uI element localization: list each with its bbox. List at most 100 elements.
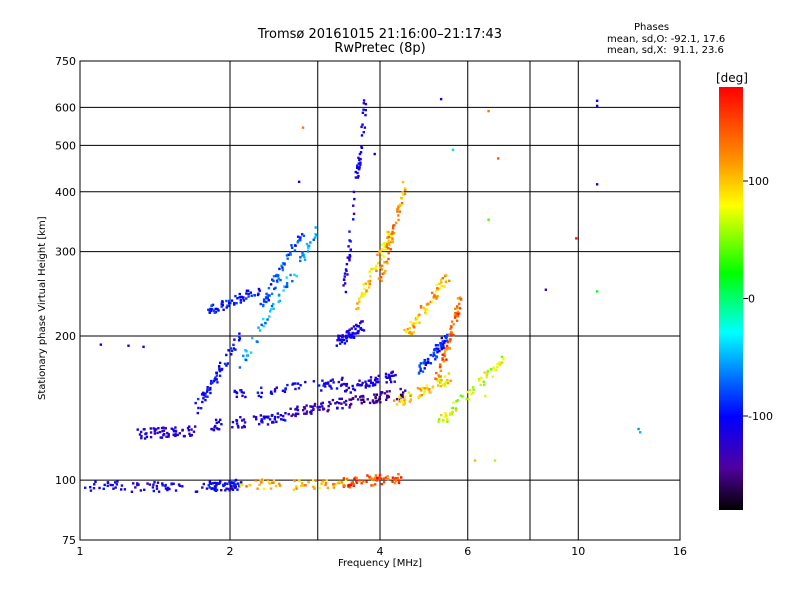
data-point: [396, 210, 399, 213]
data-point: [230, 485, 233, 488]
data-point: [218, 479, 222, 483]
data-point: [359, 395, 362, 399]
data-point: [439, 378, 442, 381]
data-point: [238, 292, 241, 296]
data-point: [395, 397, 399, 401]
data-point: [403, 192, 407, 196]
data-point: [479, 383, 482, 387]
data-point: [190, 428, 193, 431]
data-point: [227, 301, 231, 305]
data-point: [189, 434, 192, 437]
data-point: [356, 302, 359, 305]
data-point: [280, 264, 283, 268]
data-point: [162, 433, 165, 437]
data-point: [336, 406, 339, 410]
data-point: [385, 248, 388, 251]
data-point: [226, 482, 229, 485]
data-point: [500, 361, 504, 364]
data-point: [595, 104, 599, 108]
data-point: [313, 404, 316, 407]
data-point: [443, 354, 446, 358]
data-point: [378, 473, 382, 477]
data-point: [439, 342, 442, 345]
data-point: [258, 329, 262, 332]
data-point: [361, 328, 364, 331]
data-point: [256, 293, 260, 297]
data-point: [270, 304, 274, 308]
data-point: [383, 261, 386, 264]
data-point: [164, 484, 167, 488]
data-point: [433, 295, 436, 298]
data-point: [278, 267, 281, 271]
data-point: [362, 102, 366, 105]
data-point: [225, 299, 228, 303]
data-point: [387, 477, 390, 481]
data-point: [281, 262, 285, 265]
data-point: [151, 486, 155, 489]
data-point: [355, 476, 358, 480]
data-point: [379, 401, 382, 404]
data-point: [404, 329, 408, 332]
data-point: [399, 387, 402, 391]
data-point: [345, 337, 348, 340]
data-point: [297, 387, 301, 390]
data-point: [419, 367, 422, 370]
data-point: [291, 279, 294, 283]
data-point: [352, 484, 355, 487]
data-point: [323, 385, 327, 388]
data-point: [437, 384, 440, 387]
data-point: [266, 423, 270, 426]
data-point: [102, 487, 105, 491]
data-point: [452, 323, 455, 326]
data-point: [225, 353, 228, 357]
data-point: [287, 412, 290, 416]
data-point: [430, 291, 434, 295]
data-point: [439, 278, 443, 282]
data-point: [227, 304, 230, 308]
data-point: [544, 288, 548, 291]
data-point: [362, 99, 366, 102]
data-point: [376, 400, 379, 403]
data-point: [359, 295, 363, 298]
data-point: [376, 261, 380, 265]
data-point: [355, 481, 359, 485]
data-point: [380, 391, 383, 395]
data-point: [303, 255, 306, 259]
data-point: [351, 333, 354, 336]
data-point: [256, 340, 259, 344]
data-point: [575, 237, 578, 240]
data-point: [450, 333, 453, 336]
data-point: [207, 388, 210, 392]
data-point: [138, 433, 142, 436]
data-point: [352, 212, 356, 216]
data-point: [351, 396, 355, 400]
data-point: [442, 360, 445, 363]
data-point: [391, 476, 395, 479]
data-point: [422, 361, 425, 364]
data-point: [273, 287, 276, 291]
data-point: [166, 488, 169, 492]
data-point: [454, 307, 457, 310]
data-point: [443, 347, 446, 350]
data-point: [380, 482, 384, 486]
data-point: [343, 272, 347, 275]
data-point: [367, 379, 370, 382]
data-point: [312, 485, 315, 489]
data-point: [386, 262, 389, 265]
data-point: [248, 483, 252, 487]
data-point: [349, 402, 353, 406]
data-point: [157, 490, 161, 493]
data-point: [279, 278, 282, 282]
data-point: [364, 102, 368, 106]
data-point: [287, 253, 290, 257]
data-point: [238, 337, 242, 340]
data-point: [235, 395, 239, 399]
data-point: [274, 484, 278, 488]
data-point: [390, 371, 394, 374]
data-point: [313, 236, 317, 239]
data-point: [233, 303, 236, 306]
data-point: [454, 409, 458, 412]
data-point: [219, 418, 222, 421]
data-point: [456, 312, 460, 315]
data-point: [487, 109, 490, 113]
